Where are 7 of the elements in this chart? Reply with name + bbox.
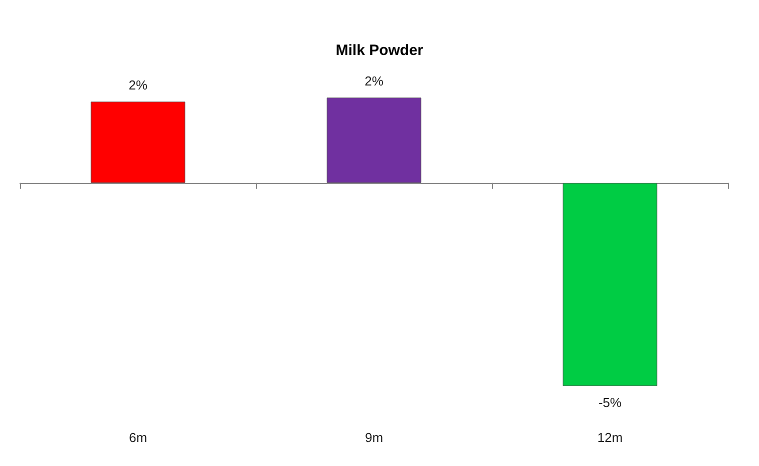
data-label: 2%: [128, 78, 148, 93]
data-label: -5%: [598, 395, 622, 410]
data-label: 2%: [364, 74, 384, 89]
x-tick-label: 12m: [597, 430, 623, 445]
x-tick-label: 6m: [128, 430, 148, 445]
chart-title: Milk Powder: [336, 42, 424, 59]
x-tick-label: 9m: [364, 430, 384, 445]
